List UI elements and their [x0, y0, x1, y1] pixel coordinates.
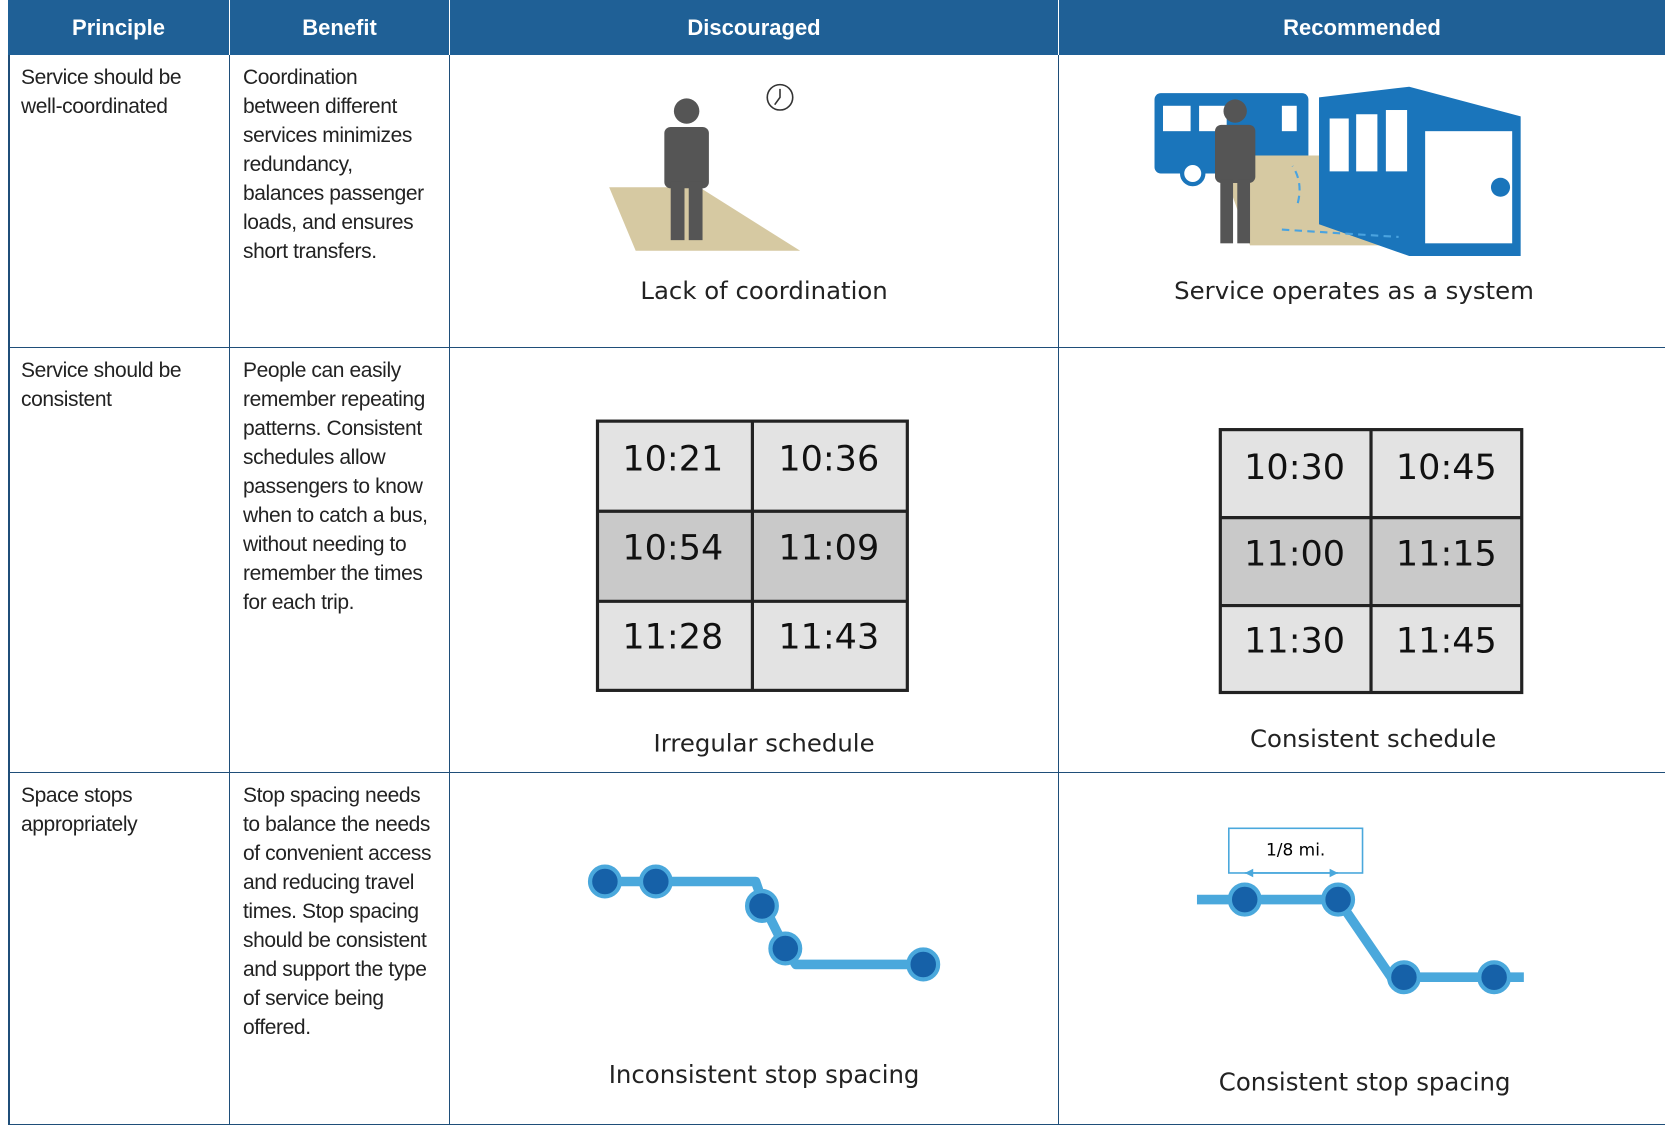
- caption: Consistent stop spacing: [1219, 1068, 1511, 1097]
- time: 11:15: [1396, 535, 1497, 575]
- cell: Service should be consistent: [8, 348, 230, 773]
- spacing-label: 1/8 mi.: [1266, 841, 1325, 861]
- header-cell: Benefit: [230, 0, 450, 55]
- illustration: Inconsistent stop spacing: [587, 864, 941, 1089]
- time: 10:30: [1244, 448, 1345, 488]
- principle: Service should be consistent: [21, 359, 182, 411]
- time: 10:45: [1396, 448, 1497, 488]
- illustration: 10:21 10:36 10:54 11:09 11:28 11:43 Irre…: [595, 419, 909, 757]
- principle: Service should be well-coordinated: [21, 66, 182, 118]
- cell: People can easily remember repeating pat…: [230, 348, 450, 773]
- time: 11:45: [1396, 622, 1497, 662]
- time: 11:09: [778, 528, 879, 568]
- benefit: Stop spacing needs to balance the needs …: [243, 784, 432, 1039]
- time: 11:28: [622, 617, 723, 657]
- caption: Lack of coordination: [640, 276, 887, 305]
- header-cell: Discouraged: [450, 0, 1059, 55]
- time: 11:00: [1244, 535, 1345, 575]
- time: 11:43: [778, 617, 879, 657]
- cell: 10:30 10:45 11:00 11:15 11:30 11:45 Cons…: [1059, 348, 1665, 773]
- header-cell: Principle: [8, 0, 230, 55]
- benefit: Coordination between different services …: [243, 66, 424, 263]
- cell: Inconsistent stop spacing: [450, 773, 1059, 1125]
- benefit: People can easily remember repeating pat…: [243, 359, 428, 614]
- border: [8, 55, 10, 1125]
- cell: Stop spacing needs to balance the needs …: [230, 773, 450, 1125]
- caption: Inconsistent stop spacing: [609, 1060, 920, 1089]
- cell: Lack of coordination: [450, 55, 1059, 348]
- cell: 1/8 mi. Consistent stop spacing: [1059, 773, 1665, 1125]
- time: 10:21: [622, 439, 723, 479]
- illustration: Service operates as a system: [1154, 86, 1534, 305]
- illustration: 1/8 mi. Consistent stop spacing: [1196, 827, 1524, 1097]
- cell: Service should be well-coordinated: [8, 55, 230, 348]
- header-cell: Recommended: [1059, 0, 1665, 55]
- cell: Coordination between different services …: [230, 55, 450, 348]
- principle: Space stops appropriately: [21, 784, 138, 836]
- caption: Irregular schedule: [654, 728, 875, 757]
- time: 10:54: [622, 528, 723, 568]
- illustration: 10:30 10:45 11:00 11:15 11:30 11:45 Cons…: [1218, 428, 1524, 753]
- time: 11:30: [1244, 622, 1345, 662]
- cell: 10:21 10:36 10:54 11:09 11:28 11:43 Irre…: [450, 348, 1059, 773]
- cell: Space stops appropriately: [8, 773, 230, 1125]
- time: 10:36: [778, 439, 879, 479]
- cell: Service operates as a system: [1059, 55, 1665, 348]
- caption: Service operates as a system: [1174, 276, 1534, 305]
- illustration: Lack of coordination: [609, 83, 888, 305]
- caption: Consistent schedule: [1250, 724, 1496, 753]
